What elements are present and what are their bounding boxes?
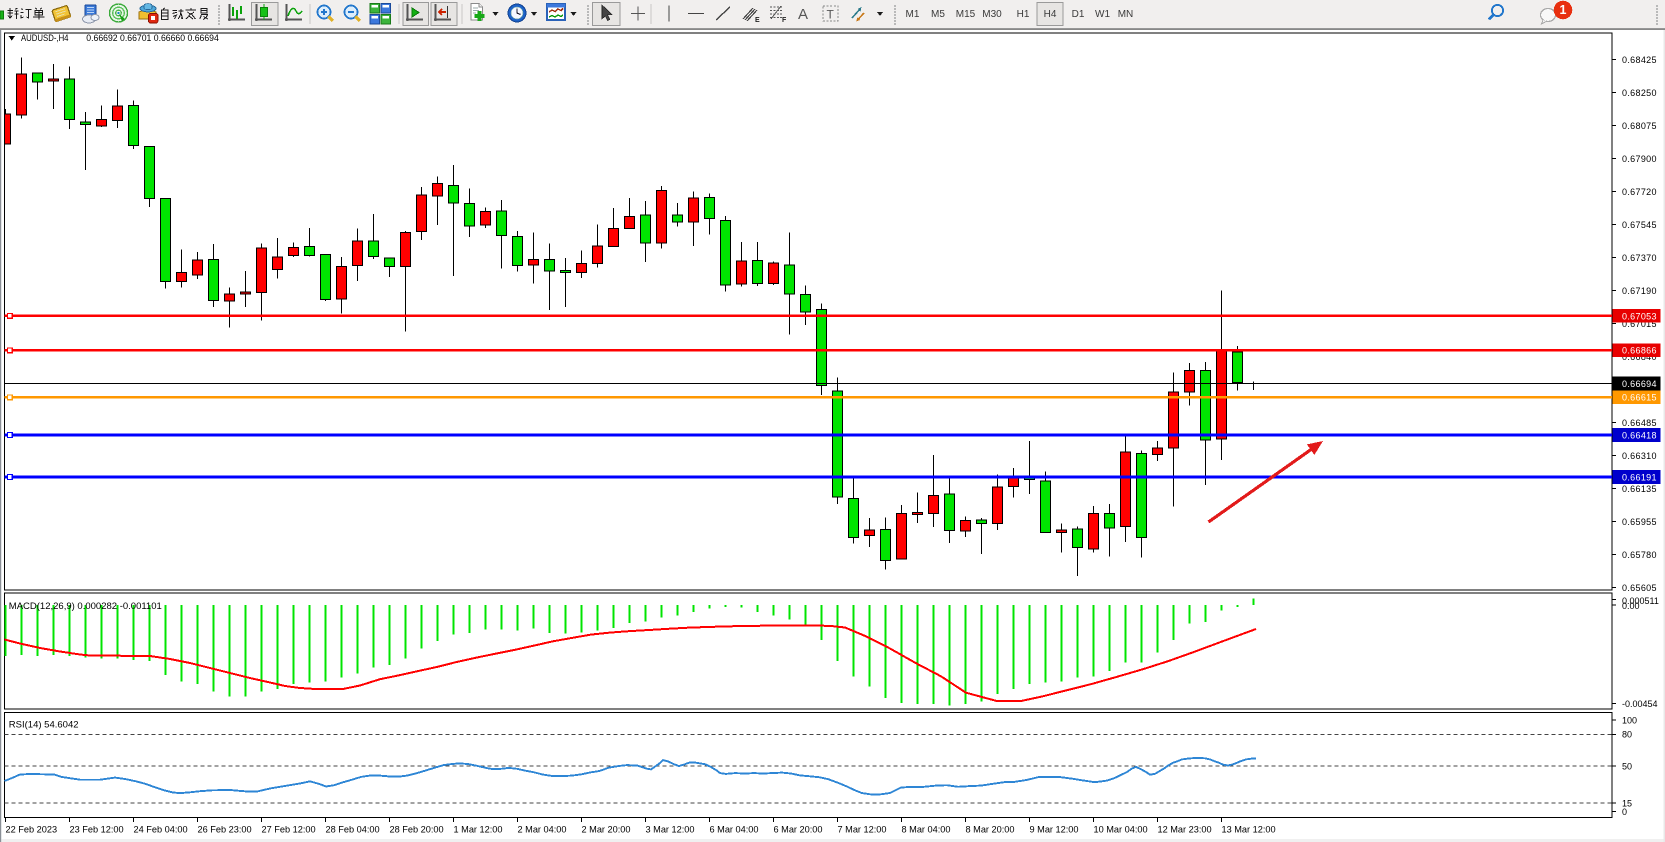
svg-text:E: E — [755, 17, 760, 24]
svg-text:3 Mar 12:00: 3 Mar 12:00 — [646, 825, 695, 835]
svg-text:0.66191: 0.66191 — [1622, 472, 1657, 482]
svg-text:1: 1 — [1560, 3, 1567, 17]
svg-text:8 Mar 20:00: 8 Mar 20:00 — [966, 825, 1015, 835]
svg-text:0.65955: 0.65955 — [1622, 517, 1657, 527]
svg-text:H1: H1 — [1017, 9, 1030, 20]
svg-text:MN: MN — [1118, 9, 1134, 20]
svg-text:80: 80 — [1622, 730, 1632, 740]
svg-text:8 Mar 04:00: 8 Mar 04:00 — [902, 825, 951, 835]
svg-text:T: T — [827, 8, 835, 22]
svg-text:AUDUSD-,H4: AUDUSD-,H4 — [21, 33, 69, 43]
svg-text:0.000511: 0.000511 — [1622, 596, 1659, 606]
svg-text:9 Mar 12:00: 9 Mar 12:00 — [1030, 825, 1079, 835]
svg-text:2 Mar 20:00: 2 Mar 20:00 — [582, 825, 631, 835]
svg-text:15: 15 — [1622, 799, 1632, 809]
svg-text:0.66135: 0.66135 — [1622, 484, 1657, 494]
svg-text:23 Feb 12:00: 23 Feb 12:00 — [70, 825, 124, 835]
svg-text:27 Feb 12:00: 27 Feb 12:00 — [262, 825, 316, 835]
svg-text:0.68075: 0.68075 — [1622, 121, 1657, 131]
svg-text:0.66866: 0.66866 — [1622, 346, 1657, 356]
svg-text:0: 0 — [1622, 807, 1627, 817]
svg-text:0.65780: 0.65780 — [1622, 550, 1657, 560]
svg-text:13 Mar 12:00: 13 Mar 12:00 — [1222, 825, 1276, 835]
svg-text:RSI(14) 54.6042: RSI(14) 54.6042 — [9, 720, 79, 731]
svg-text:50: 50 — [1622, 761, 1632, 771]
svg-text:28 Feb 20:00: 28 Feb 20:00 — [390, 825, 444, 835]
svg-text:0.67720: 0.67720 — [1622, 187, 1657, 197]
svg-text:M30: M30 — [982, 9, 1002, 20]
svg-text:0.66485: 0.66485 — [1622, 418, 1657, 428]
svg-text:6 Mar 04:00: 6 Mar 04:00 — [710, 825, 759, 835]
svg-text:0.67370: 0.67370 — [1622, 253, 1657, 263]
svg-text:0.66418: 0.66418 — [1622, 430, 1657, 440]
svg-text:D1: D1 — [1072, 9, 1085, 20]
svg-text:0.67900: 0.67900 — [1622, 154, 1657, 164]
svg-text:0.66615: 0.66615 — [1622, 393, 1657, 403]
svg-text:-0.00454: -0.00454 — [1622, 699, 1658, 709]
svg-text:6 Mar 20:00: 6 Mar 20:00 — [774, 825, 823, 835]
svg-text:0.67545: 0.67545 — [1622, 220, 1657, 230]
svg-text:MACD(12,26,9) 0.000282 -0.0011: MACD(12,26,9) 0.000282 -0.001101 — [9, 601, 162, 612]
svg-text:0.65605: 0.65605 — [1622, 583, 1657, 593]
svg-text:M15: M15 — [956, 9, 976, 20]
svg-text:10 Mar 04:00: 10 Mar 04:00 — [1094, 825, 1148, 835]
svg-text:0.00: 0.00 — [1622, 601, 1640, 611]
svg-text:7 Mar 12:00: 7 Mar 12:00 — [838, 825, 887, 835]
svg-text:0.68250: 0.68250 — [1622, 88, 1657, 98]
svg-text:0.67053: 0.67053 — [1622, 311, 1657, 321]
svg-text:0.66310: 0.66310 — [1622, 451, 1657, 461]
svg-text:28 Feb 04:00: 28 Feb 04:00 — [326, 825, 380, 835]
svg-text:22 Feb 2023: 22 Feb 2023 — [6, 825, 58, 835]
svg-text:M1: M1 — [906, 9, 920, 20]
svg-text:1 Mar 12:00: 1 Mar 12:00 — [454, 825, 503, 835]
svg-text:26 Feb 23:00: 26 Feb 23:00 — [198, 825, 252, 835]
svg-text:0.67190: 0.67190 — [1622, 286, 1657, 296]
svg-text:0.68425: 0.68425 — [1622, 55, 1657, 65]
svg-text:24 Feb 04:00: 24 Feb 04:00 — [134, 825, 188, 835]
svg-text:A: A — [798, 6, 808, 23]
svg-text:2 Mar 04:00: 2 Mar 04:00 — [518, 825, 567, 835]
svg-text:0.66694: 0.66694 — [1622, 379, 1657, 389]
svg-text:0.67015: 0.67015 — [1622, 319, 1657, 329]
svg-text:0.66692 0.66701 0.66660 0.6669: 0.66692 0.66701 0.66660 0.66694 — [86, 33, 219, 43]
svg-text:W1: W1 — [1095, 9, 1110, 20]
svg-text:100: 100 — [1622, 715, 1637, 725]
svg-text:F: F — [782, 17, 787, 24]
svg-text:M5: M5 — [931, 9, 945, 20]
svg-text:12 Mar 23:00: 12 Mar 23:00 — [1158, 825, 1212, 835]
svg-text:H4: H4 — [1044, 9, 1057, 20]
